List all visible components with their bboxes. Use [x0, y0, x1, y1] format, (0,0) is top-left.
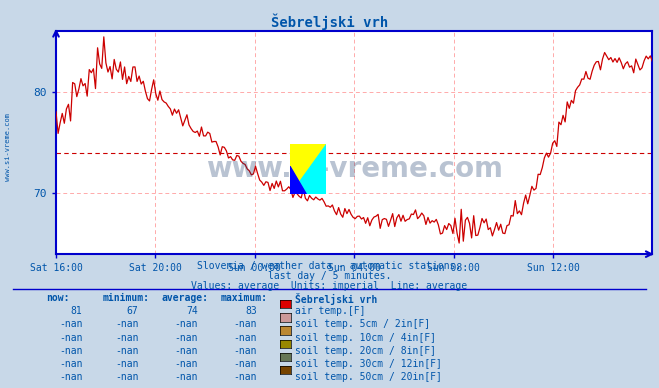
Text: soil temp. 30cm / 12in[F]: soil temp. 30cm / 12in[F]: [295, 359, 442, 369]
Text: -nan: -nan: [174, 346, 198, 356]
Text: -nan: -nan: [233, 359, 257, 369]
Text: air temp.[F]: air temp.[F]: [295, 306, 366, 316]
Text: -nan: -nan: [59, 333, 82, 343]
Text: soil temp. 10cm / 4in[F]: soil temp. 10cm / 4in[F]: [295, 333, 436, 343]
Text: -nan: -nan: [174, 359, 198, 369]
Text: soil temp. 5cm / 2in[F]: soil temp. 5cm / 2in[F]: [295, 319, 430, 329]
Text: maximum:: maximum:: [221, 293, 268, 303]
Text: -nan: -nan: [59, 372, 82, 382]
Polygon shape: [290, 144, 326, 194]
Text: www.si-vreme.com: www.si-vreme.com: [5, 113, 11, 182]
Text: -nan: -nan: [59, 359, 82, 369]
Text: 67: 67: [127, 306, 138, 316]
Text: -nan: -nan: [59, 319, 82, 329]
Text: -nan: -nan: [115, 346, 138, 356]
Text: -nan: -nan: [174, 319, 198, 329]
Text: -nan: -nan: [115, 359, 138, 369]
Text: soil temp. 20cm / 8in[F]: soil temp. 20cm / 8in[F]: [295, 346, 436, 356]
Text: minimum:: minimum:: [102, 293, 149, 303]
Text: average:: average:: [161, 293, 208, 303]
Text: -nan: -nan: [115, 333, 138, 343]
Text: 74: 74: [186, 306, 198, 316]
Text: -nan: -nan: [115, 319, 138, 329]
Text: 83: 83: [245, 306, 257, 316]
Text: -nan: -nan: [233, 346, 257, 356]
Text: -nan: -nan: [115, 372, 138, 382]
Text: Slovenia / weather data - automatic stations.: Slovenia / weather data - automatic stat…: [197, 261, 462, 271]
Text: -nan: -nan: [59, 346, 82, 356]
Text: 81: 81: [71, 306, 82, 316]
Text: -nan: -nan: [233, 372, 257, 382]
Text: Values: average  Units: imperial  Line: average: Values: average Units: imperial Line: av…: [191, 281, 468, 291]
Text: -nan: -nan: [174, 372, 198, 382]
Text: -nan: -nan: [233, 319, 257, 329]
Polygon shape: [290, 166, 306, 194]
Text: Šebreljski vrh: Šebreljski vrh: [271, 14, 388, 30]
Text: -nan: -nan: [233, 333, 257, 343]
Text: www.si-vreme.com: www.si-vreme.com: [206, 155, 503, 184]
Text: now:: now:: [46, 293, 70, 303]
Polygon shape: [290, 144, 326, 194]
Text: Šebreljski vrh: Šebreljski vrh: [295, 293, 378, 305]
Text: soil temp. 50cm / 20in[F]: soil temp. 50cm / 20in[F]: [295, 372, 442, 382]
Text: -nan: -nan: [174, 333, 198, 343]
Text: last day / 5 minutes.: last day / 5 minutes.: [268, 271, 391, 281]
